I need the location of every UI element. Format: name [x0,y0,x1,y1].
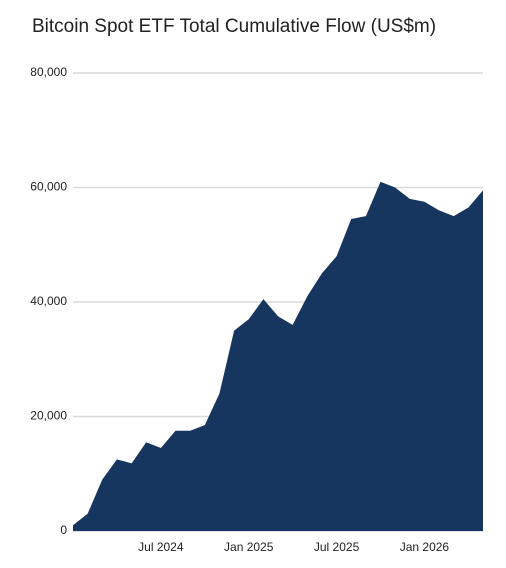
area [73,181,483,532]
x-tick-label: Jan 2025 [224,540,274,554]
x-tick-label: Jul 2025 [314,540,360,554]
y-tick-label: 60,000 [30,180,67,194]
x-tick-label: Jul 2024 [138,540,184,554]
y-tick-label: 80,000 [30,65,67,79]
y-tick-label: 20,000 [30,409,67,423]
y-tick-label: 0 [60,523,67,537]
y-tick-label: 40,000 [30,294,67,308]
chart-title: Bitcoin Spot ETF Total Cumulative Flow (… [32,16,436,37]
x-tick-label: Jan 2026 [400,540,450,554]
